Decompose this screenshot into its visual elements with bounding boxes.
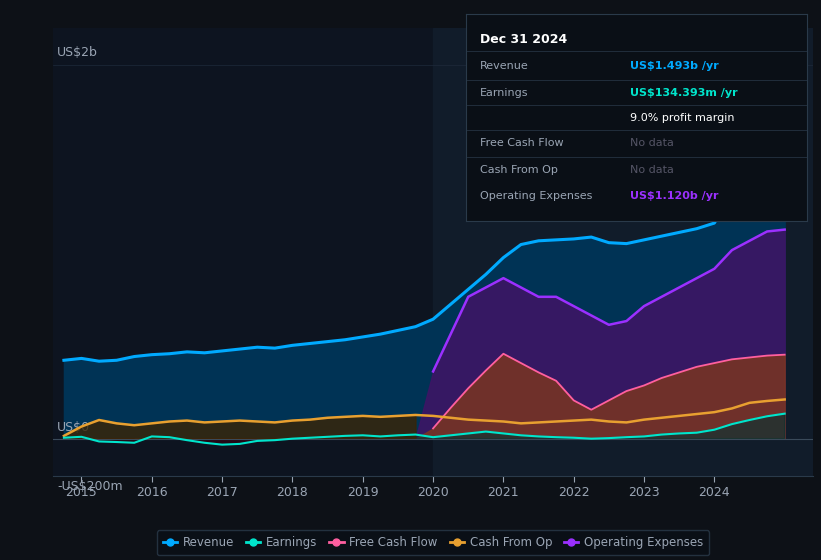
Bar bbox=[433, 28, 813, 476]
Text: Revenue: Revenue bbox=[480, 61, 529, 71]
Text: -US$200m: -US$200m bbox=[57, 480, 123, 493]
Text: Cash From Op: Cash From Op bbox=[480, 165, 557, 175]
Text: 9.0% profit margin: 9.0% profit margin bbox=[630, 113, 734, 123]
Text: Operating Expenses: Operating Expenses bbox=[480, 192, 592, 202]
Text: No data: No data bbox=[630, 165, 674, 175]
Text: US$1.493b /yr: US$1.493b /yr bbox=[630, 61, 718, 71]
Text: US$134.393m /yr: US$134.393m /yr bbox=[630, 88, 737, 98]
Text: No data: No data bbox=[630, 138, 674, 148]
Legend: Revenue, Earnings, Free Cash Flow, Cash From Op, Operating Expenses: Revenue, Earnings, Free Cash Flow, Cash … bbox=[157, 530, 709, 555]
Text: US$1.120b /yr: US$1.120b /yr bbox=[630, 192, 718, 202]
Text: US$2b: US$2b bbox=[57, 45, 98, 59]
Text: Free Cash Flow: Free Cash Flow bbox=[480, 138, 563, 148]
Text: US$0: US$0 bbox=[57, 421, 90, 434]
Text: Earnings: Earnings bbox=[480, 88, 529, 98]
Text: Dec 31 2024: Dec 31 2024 bbox=[480, 32, 567, 46]
